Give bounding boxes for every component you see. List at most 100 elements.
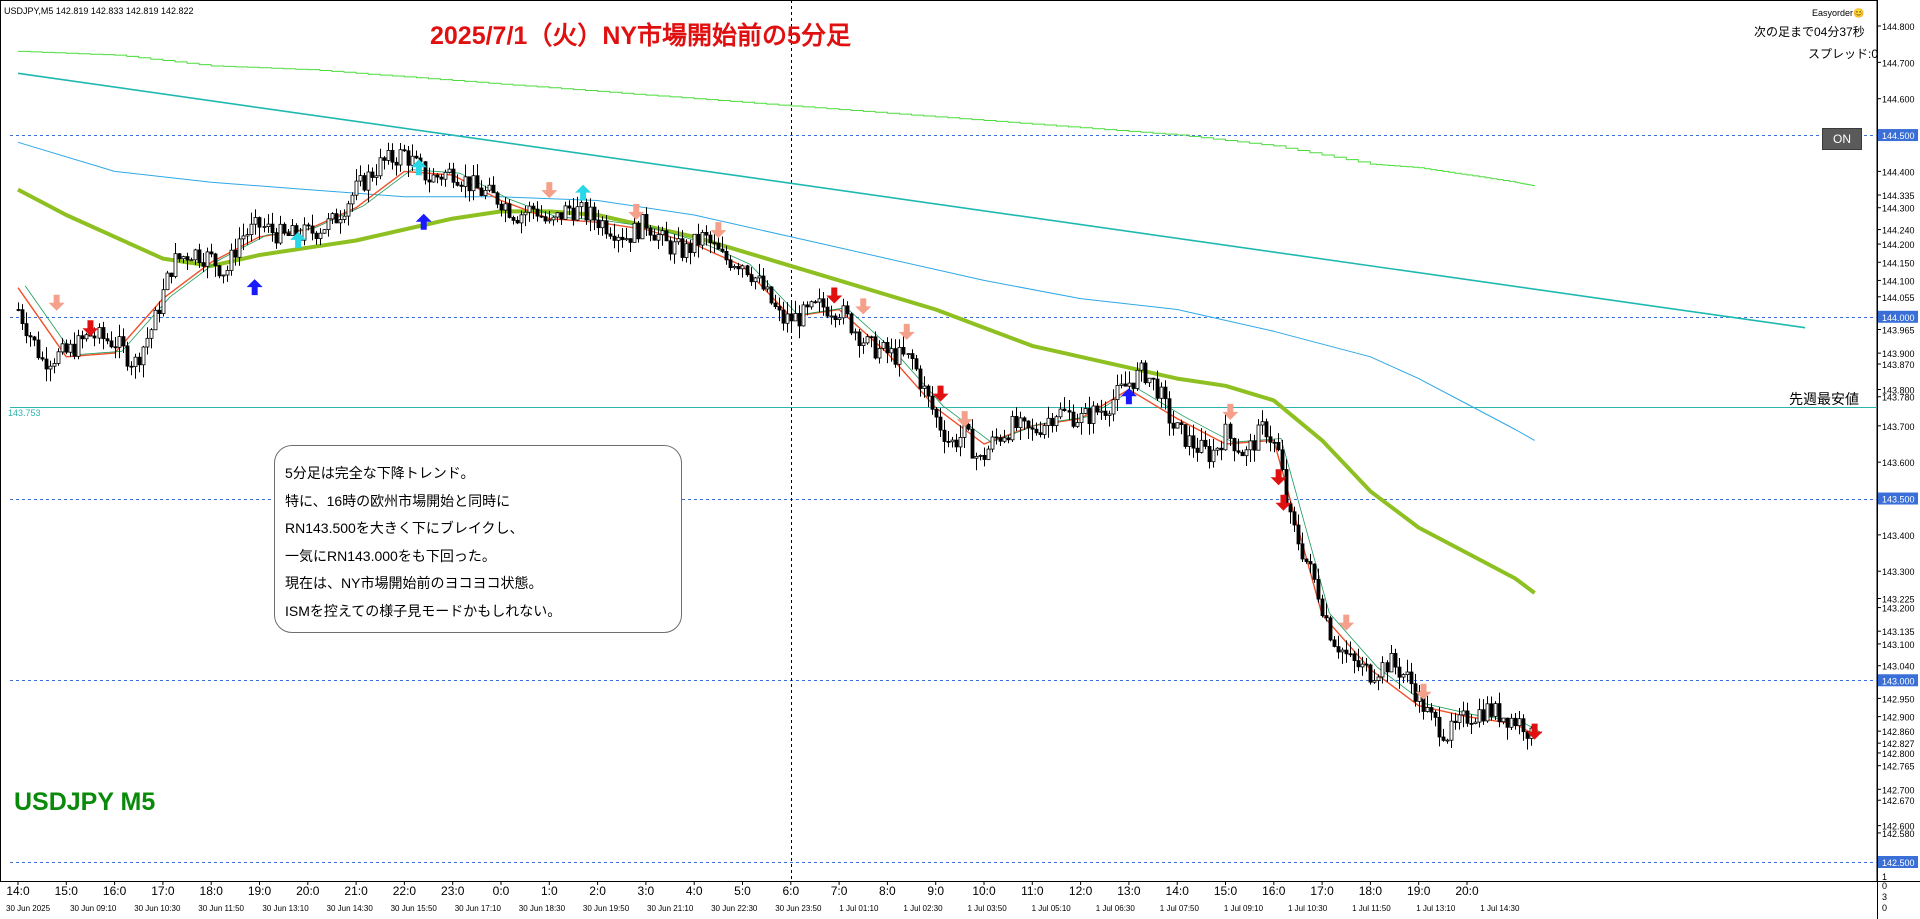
candle-body [310,225,315,234]
date-tick-label: 30 Jun 10:30 [134,904,181,913]
candle-body [262,226,267,228]
hour-tick-label: 16:0 [103,884,127,898]
sell-arrow-light-icon [1222,403,1239,420]
hour-tick-label: 19:0 [1407,884,1431,898]
candle-body [334,213,339,224]
candle-body [330,213,335,220]
candle-body [306,224,311,227]
candle-body [189,259,194,262]
candle-body [217,265,222,277]
candle-body [1380,662,1385,678]
candle-body [1368,664,1373,683]
candle-body [1002,437,1007,442]
candle-body [575,206,580,221]
sell-arrow-light-icon [541,182,558,199]
candle-body [563,205,568,220]
candle-body [1501,717,1506,723]
candle-body [161,289,166,315]
price-tick-label: 144.600 [1882,95,1915,105]
candle-body [857,331,862,346]
hour-tick-label: 10:0 [972,884,996,898]
candle-body [358,175,363,182]
indicator-axis-label: 0 [1882,881,1887,891]
price-tick-label: 143.400 [1882,531,1915,541]
candle-body [789,313,794,322]
candle-body [1171,422,1176,429]
date-tick-label: 30 Jun 23:50 [775,904,822,913]
candle-body [954,439,959,448]
candle-body [56,351,61,364]
candle-body [463,176,468,187]
price-tag-box [1878,129,1918,142]
candle-body [282,223,287,234]
candle-body [676,238,681,243]
price-tick-label: 144.240 [1882,226,1915,236]
candle-body [1425,707,1430,712]
price-tick-label: 143.100 [1882,640,1915,650]
candle-body [451,168,456,183]
candle-body [1103,410,1108,416]
candle-body [845,305,850,315]
candle-body [1457,714,1462,724]
candle-body [121,336,126,347]
candle-body [1131,382,1136,389]
candle-body [1385,662,1390,673]
candle-body [934,408,939,418]
candle-body [1461,710,1466,716]
candle-body [439,176,444,180]
candle-body [431,174,436,183]
candle-body [901,346,906,355]
candle-body [853,331,858,334]
hour-tick-label: 15:0 [1214,884,1238,898]
candle-body [1183,424,1188,447]
hour-tick-label: 14:0 [1166,884,1190,898]
candle-body [1340,649,1345,653]
candle-body [137,356,142,366]
trendline [17,72,1806,329]
candle-body [443,171,448,180]
candle-body [185,256,190,261]
candle-body [1195,447,1200,453]
candle-body [1489,703,1494,717]
candle-body [423,161,428,181]
candle-body [1453,720,1458,724]
price-tick-label: 142.765 [1882,762,1915,772]
candle-body [1296,524,1301,545]
candle-body [1123,383,1128,387]
candle-body [1203,439,1208,447]
candle-body [897,346,902,365]
candle-body [1393,653,1398,668]
candle-body [628,238,633,243]
candle-body [1095,405,1100,413]
candle-body [141,346,146,366]
candle-body [362,175,367,191]
price-tick-label: 144.500 [1882,131,1915,141]
spread-label: スプレッド:0 [1808,47,1879,61]
candle-body [978,454,983,457]
candle-body [1364,663,1369,666]
candle-body [604,220,609,235]
candle-body [213,253,218,267]
candle-body [447,168,452,173]
candle-body [757,275,762,279]
candle-body [1087,408,1092,425]
bar-countdown: 次の足まで04分37秒 [1754,25,1865,39]
on-toggle-button[interactable]: ON [1822,128,1862,150]
candle-body [1521,718,1526,733]
candle-body [1324,615,1329,619]
candle-body [1481,709,1486,722]
candle-body [656,234,661,241]
candle-body [914,358,919,370]
candle-body [640,213,645,240]
candle-body [700,231,705,246]
candle-body [773,302,778,308]
candle-body [117,336,122,348]
candle-body [1067,410,1072,413]
candle-body [813,301,818,304]
candle-body [479,187,484,196]
candle-body [507,203,512,218]
hour-tick-label: 19:0 [248,884,272,898]
candle-body [499,203,504,211]
hour-tick-label: 2:0 [589,884,606,898]
candle-body [245,234,250,237]
